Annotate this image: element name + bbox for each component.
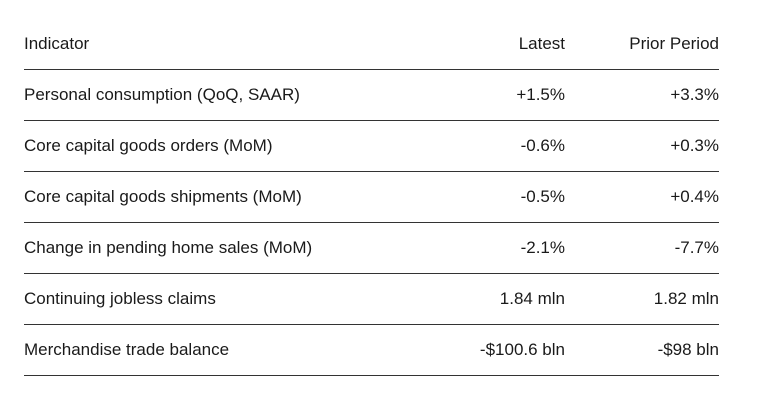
header-indicator: Indicator xyxy=(24,19,405,70)
table-body: Personal consumption (QoQ, SAAR) +1.5% +… xyxy=(24,69,719,376)
header-row: Indicator Latest Prior Period xyxy=(24,19,719,70)
indicator-cell: Core capital goods shipments (MoM) xyxy=(24,171,405,223)
indicator-cell: Core capital goods orders (MoM) xyxy=(24,120,405,172)
header-latest: Latest xyxy=(405,19,565,70)
latest-cell: -2.1% xyxy=(405,222,565,274)
latest-cell: -0.5% xyxy=(405,171,565,223)
indicator-cell: Change in pending home sales (MoM) xyxy=(24,222,405,274)
indicator-cell: Continuing jobless claims xyxy=(24,273,405,325)
prior-cell: -$98 bln xyxy=(565,324,719,376)
table-row: Core capital goods orders (MoM) -0.6% +0… xyxy=(24,120,719,172)
table-row: Continuing jobless claims 1.84 mln 1.82 … xyxy=(24,273,719,325)
table-row: Change in pending home sales (MoM) -2.1%… xyxy=(24,222,719,274)
latest-cell: -$100.6 bln xyxy=(405,324,565,376)
latest-cell: +1.5% xyxy=(405,69,565,121)
prior-cell: +0.3% xyxy=(565,120,719,172)
header-prior-period: Prior Period xyxy=(565,19,719,70)
prior-cell: +3.3% xyxy=(565,69,719,121)
prior-cell: -7.7% xyxy=(565,222,719,274)
prior-cell: 1.82 mln xyxy=(565,273,719,325)
table-row: Merchandise trade balance -$100.6 bln -$… xyxy=(24,324,719,376)
table-row: Core capital goods shipments (MoM) -0.5%… xyxy=(24,171,719,223)
prior-cell: +0.4% xyxy=(565,171,719,223)
indicator-table-container: Indicator Latest Prior Period Personal c… xyxy=(24,19,719,376)
indicator-cell: Merchandise trade balance xyxy=(24,324,405,376)
table-header: Indicator Latest Prior Period xyxy=(24,19,719,70)
table-row: Personal consumption (QoQ, SAAR) +1.5% +… xyxy=(24,69,719,121)
indicator-cell: Personal consumption (QoQ, SAAR) xyxy=(24,69,405,121)
latest-cell: -0.6% xyxy=(405,120,565,172)
latest-cell: 1.84 mln xyxy=(405,273,565,325)
economic-indicator-table: Indicator Latest Prior Period Personal c… xyxy=(24,19,719,376)
